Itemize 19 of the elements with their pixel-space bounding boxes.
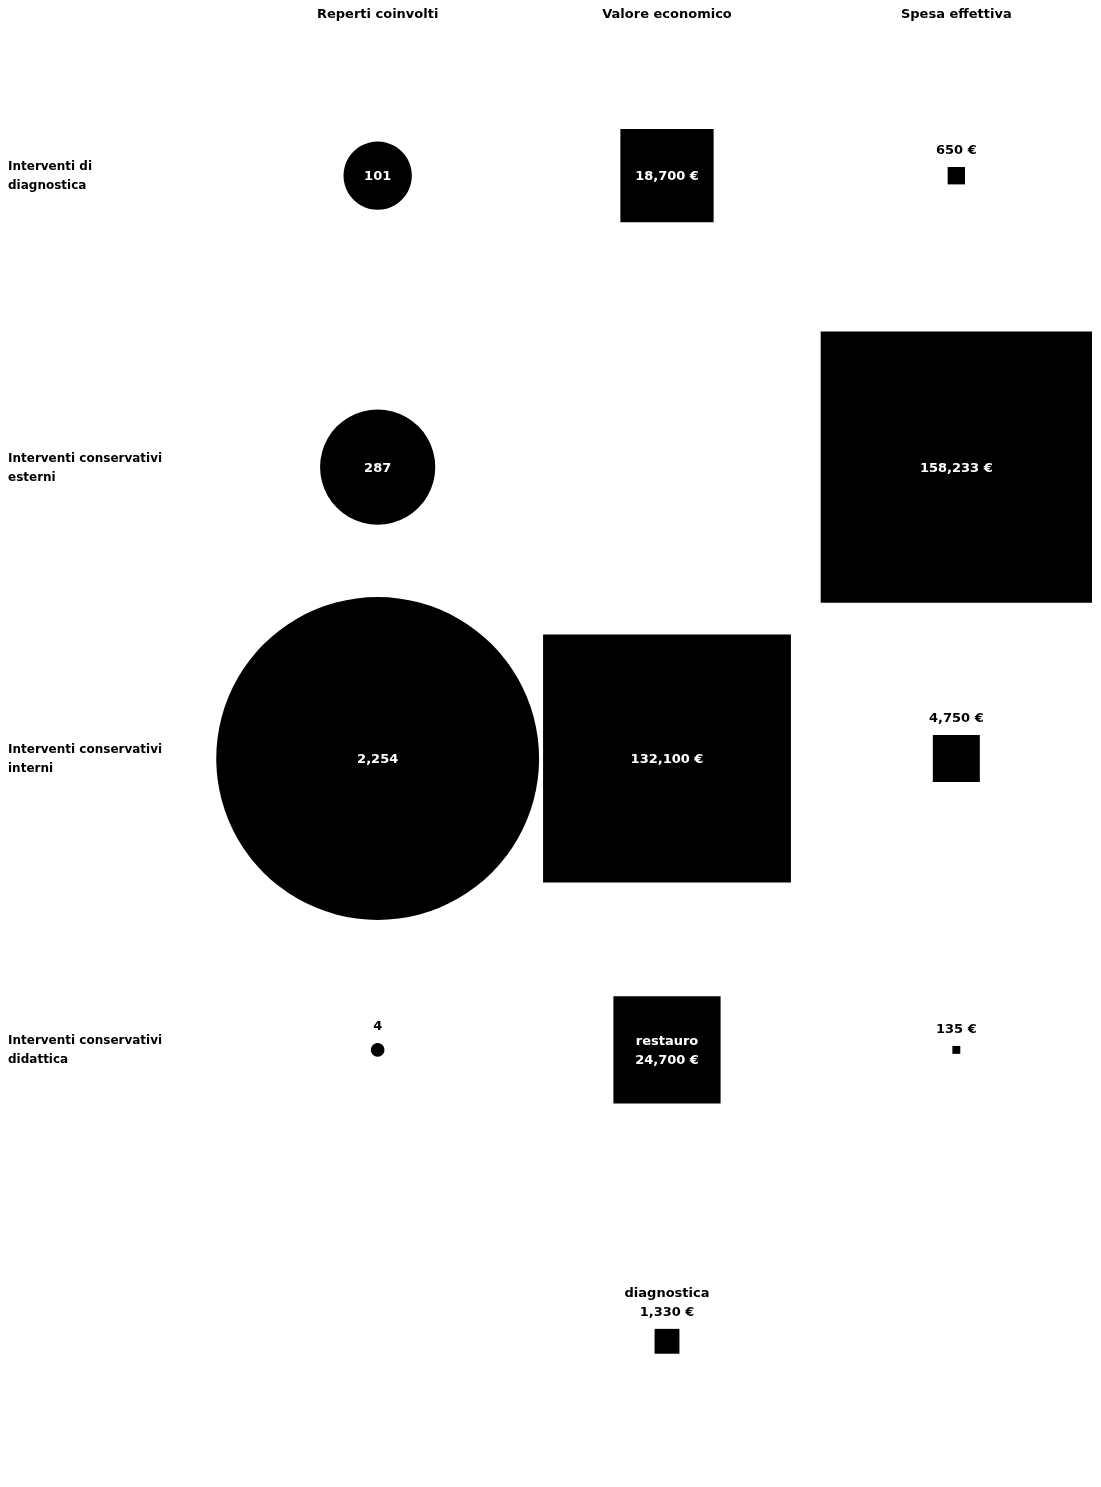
data-label: 101 <box>364 168 392 184</box>
category-label: Spesa effettiva <box>900 6 1012 21</box>
data-label: 18,700 € <box>635 168 699 184</box>
category-label: Valore economico <box>602 6 732 21</box>
data-label: 158,233 € <box>919 459 993 475</box>
data-label: 132,100 € <box>630 751 704 766</box>
category-label: Interventi di diagnostica <box>8 159 93 193</box>
data-label: 287 <box>364 459 392 475</box>
data-label: restauro 24,700 € <box>635 1032 699 1067</box>
category-label: Reperti coinvolti <box>316 6 439 21</box>
category-label: Interventi conservativi didattica <box>8 1033 163 1067</box>
category-label: Interventi conservativi esterni <box>8 450 163 484</box>
data-label: 4,750 € <box>928 710 984 725</box>
data-label: diagnostica 1,330 € <box>624 1284 710 1319</box>
category-label: Interventi conservativi interni <box>8 742 163 775</box>
data-label: 2,254 <box>357 751 399 766</box>
data-label: 4 <box>373 1018 383 1034</box>
data-label: 650 € <box>935 142 977 158</box>
data-label: 135 € <box>935 1020 977 1036</box>
